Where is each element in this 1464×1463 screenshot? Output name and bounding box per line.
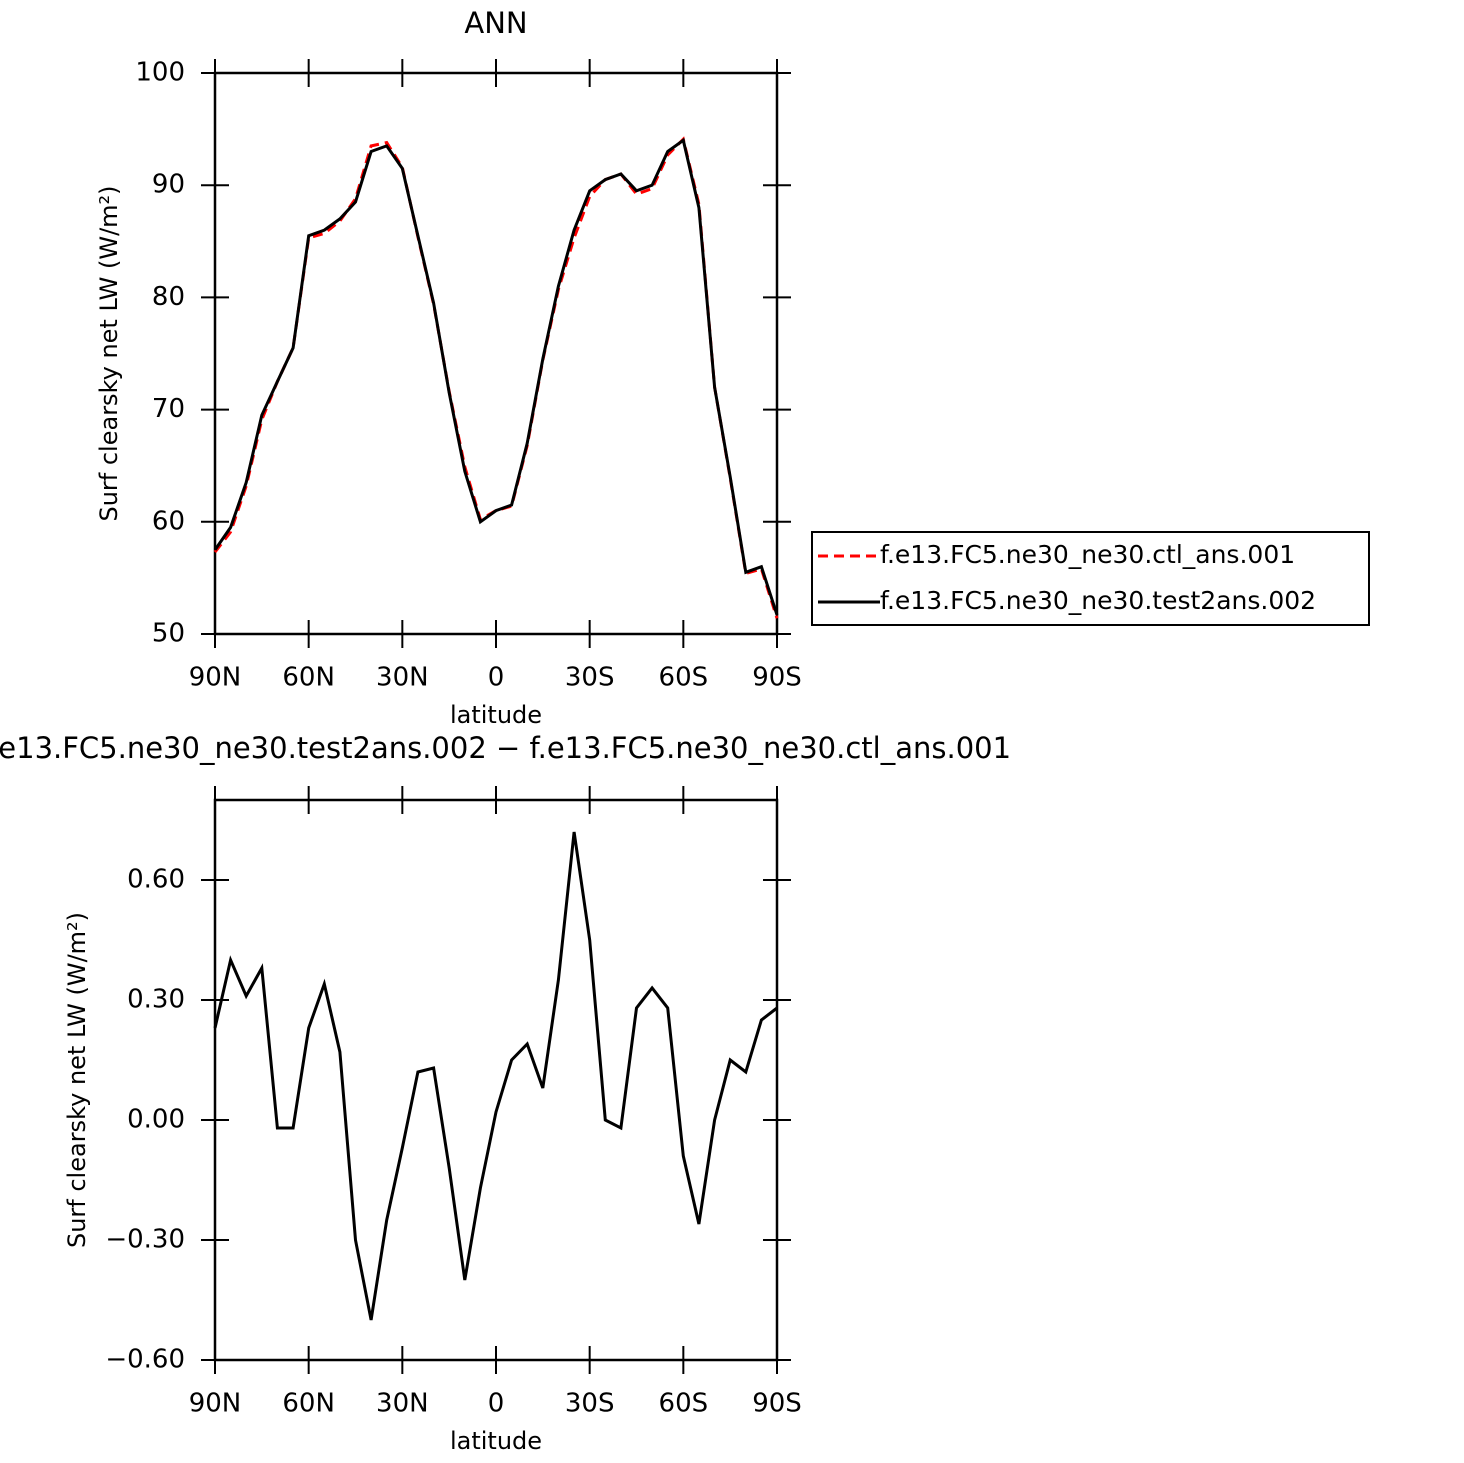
x-tick-label: 90S [752,663,802,693]
series-line [213,137,779,616]
y-tick-label: −0.60 [105,1345,185,1375]
legend-box [811,531,1370,626]
x-tick-label: 0 [488,663,505,693]
x-axis-label: latitude [450,701,542,729]
chart-title: ANN [464,6,527,40]
y-tick-label: 0.00 [127,1105,185,1135]
y-tick-label: 100 [135,58,185,88]
y-tick-label: 0.30 [127,985,185,1015]
x-tick-label: 60N [282,663,335,693]
x-tick-label: 60S [659,663,709,693]
x-tick-label: 90N [189,663,242,693]
y-tick-label: 70 [152,394,185,424]
series-line [213,136,779,619]
x-tick-label: 0 [488,1389,505,1419]
x-tick-label: 60S [659,1389,709,1419]
legend-label: f.e13.FC5.ne30_ne30.test2ans.002 [880,586,1316,615]
y-axis-label: Surf clearsky net LW (W/m²) [63,912,91,1248]
x-tick-label: 60N [282,1389,335,1419]
y-tick-label: 0.60 [127,865,185,895]
chart-title: f.e13.FC5.ne30_ne30.test2ans.002 − f.e13… [0,731,1011,765]
x-tick-label: 90S [752,1389,802,1419]
y-axis-label: Surf clearsky net LW (W/m²) [95,185,123,521]
x-tick-label: 90N [189,1389,242,1419]
y-tick-label: 80 [152,282,185,312]
x-tick-label: 30N [376,1389,429,1419]
y-tick-label: 90 [152,170,185,200]
y-tick-label: 50 [152,619,185,649]
legend-label: f.e13.FC5.ne30_ne30.ctl_ans.001 [880,540,1295,569]
plot-frame [213,71,779,636]
x-tick-label: 30S [565,663,615,693]
x-tick-label: 30N [376,663,429,693]
x-axis-label: latitude [450,1427,542,1455]
difference-line [213,831,778,1321]
y-tick-label: 60 [152,506,185,536]
y-tick-label: −0.30 [105,1225,185,1255]
x-tick-label: 30S [565,1389,615,1419]
